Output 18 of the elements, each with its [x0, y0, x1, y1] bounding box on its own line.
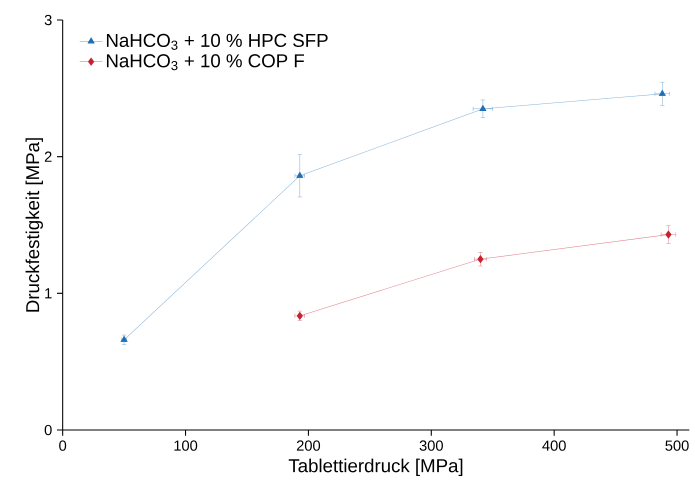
point — [477, 255, 484, 264]
x-tick-label: 0 — [59, 440, 66, 451]
point — [658, 90, 666, 96]
x-axis-title: Tablettierdruck [MPa] — [288, 458, 462, 476]
y-tick-label: 1 — [45, 288, 52, 298]
x-tick-label: 400 — [542, 440, 566, 451]
legend-label: NaHCO$_{3}$ + 10 % HPC SFP — [106, 34, 328, 50]
y-tick-label: 3 — [44, 14, 52, 26]
x-tick-label: 200 — [296, 440, 320, 451]
x-tick-label: 500 — [665, 440, 689, 451]
x-tick-label: 300 — [420, 440, 443, 451]
point — [479, 104, 486, 111]
y-axis-title: Druckfestigkeit [MPa] — [26, 138, 43, 312]
point — [665, 230, 672, 239]
y-tick-label: 0 — [44, 424, 52, 436]
x-tick-label: 100 — [174, 440, 198, 451]
legend-label: NaHCO$_{3}$ + 10 % COP F — [106, 54, 304, 70]
y-tick-label: 2 — [44, 152, 52, 162]
